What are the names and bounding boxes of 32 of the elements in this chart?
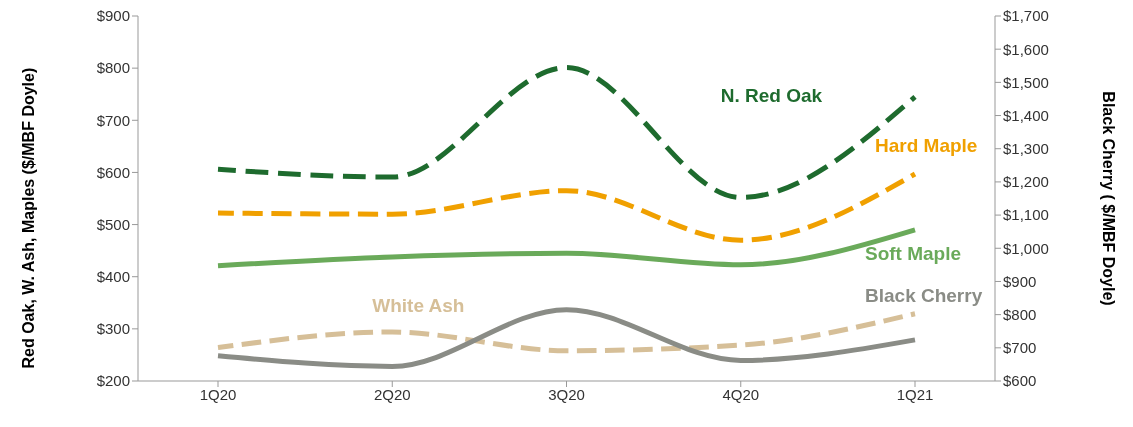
series-label: White Ash <box>372 294 465 316</box>
y2-tick-label: $1,100 <box>1003 206 1049 224</box>
y2-tick-label: $1,300 <box>1003 140 1049 158</box>
y-tick-label: $200 <box>96 372 130 390</box>
y-tick-label: $800 <box>96 59 130 77</box>
x-tick-label: 4Q20 <box>722 385 760 403</box>
y-tick-label: $600 <box>96 163 130 181</box>
y-axis-title: Red Oak, W. Ash, Maples ($/MBF Doyle) <box>19 67 37 369</box>
y2-tick-label: $800 <box>1003 305 1037 323</box>
y2-tick-label: $1,500 <box>1003 73 1049 91</box>
y-tick-label: $700 <box>96 111 130 129</box>
y-tick-label: $900 <box>96 7 130 25</box>
series-label: Soft Maple <box>865 242 962 264</box>
y2-tick-label: $700 <box>1003 339 1037 357</box>
y-tick-label: $400 <box>96 268 130 286</box>
x-tick-label: 1Q20 <box>199 385 237 403</box>
y2-tick-label: $900 <box>1003 272 1037 290</box>
y-tick-label: $500 <box>96 215 130 233</box>
y2-axis-title: Black Cherry ( $/MBF Doyle) <box>1100 91 1117 306</box>
text: N. Red Oak <box>720 85 823 107</box>
y2-tick-label: $1,400 <box>1003 106 1049 124</box>
text: Black Cherry <box>865 284 983 306</box>
y2-tick-label: $1,700 <box>1003 7 1049 25</box>
series-label: Hard Maple <box>875 134 978 156</box>
y2-tick-label: $1,000 <box>1003 239 1049 257</box>
x-tick-label: 3Q20 <box>548 385 585 403</box>
y2-tick-label: $1,600 <box>1003 40 1049 58</box>
y2-tick-label: $600 <box>1003 372 1037 390</box>
x-tick-label: 2Q20 <box>373 385 411 403</box>
y-tick-label: $300 <box>96 320 130 338</box>
x-tick-label: 1Q21 <box>896 385 934 403</box>
y2-tick-label: $1,200 <box>1003 173 1049 191</box>
